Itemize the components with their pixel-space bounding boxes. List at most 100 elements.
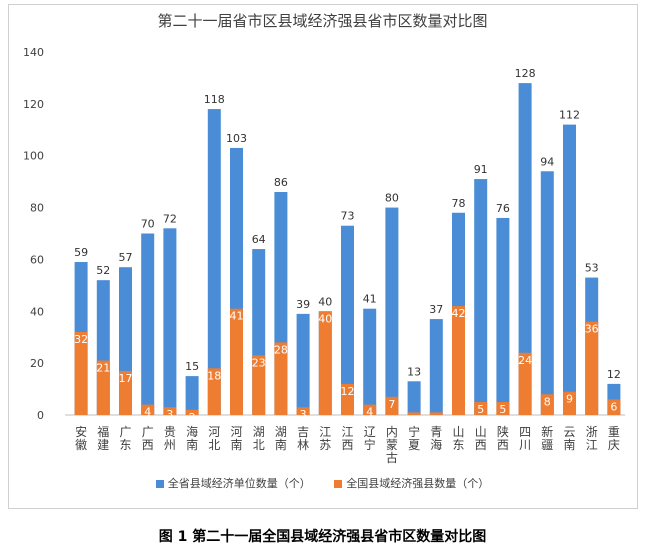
bar-strong <box>274 342 288 415</box>
bar-strong <box>407 412 421 415</box>
x-tick-label: 川 <box>519 438 531 452</box>
x-tick-label: 庆 <box>608 438 620 452</box>
bar-strong <box>230 308 243 415</box>
bar-strong <box>607 399 621 415</box>
x-tick-label: 河 <box>230 425 242 439</box>
x-tick-label: 东 <box>452 438 464 452</box>
legend-label-strong: 全国县域经济强县数量（个） <box>346 477 490 490</box>
data-label-strong: 40 <box>318 312 332 325</box>
data-label-total: 13 <box>407 365 421 378</box>
data-label-strong: 6 <box>610 400 617 413</box>
x-tick-label: 夏 <box>408 438 420 452</box>
bar-strong <box>74 332 88 415</box>
bar-strong <box>563 391 576 415</box>
legend-swatch-strong <box>334 480 343 488</box>
x-tick-label: 江 <box>341 425 353 439</box>
data-label-strong: 5 <box>477 403 484 416</box>
data-label-strong: 42 <box>452 307 466 320</box>
bar-total <box>518 83 532 415</box>
data-label-total: 118 <box>204 93 225 106</box>
x-tick-label: 山 <box>452 425 464 439</box>
bar-strong <box>474 402 488 415</box>
x-tick-label: 吉 <box>297 425 309 439</box>
x-tick-label: 宁 <box>408 424 420 439</box>
bar-total <box>474 179 488 415</box>
x-tick-label: 南 <box>186 437 198 452</box>
bar-strong <box>252 355 266 415</box>
x-tick-label: 海 <box>186 424 198 439</box>
y-tick-label: 40 <box>30 305 44 318</box>
data-label-strong: 4 <box>366 406 373 419</box>
data-label-strong: 18 <box>207 369 221 382</box>
data-label-strong: 1 <box>433 413 440 426</box>
bar-strong <box>318 311 332 415</box>
data-label-total: 80 <box>385 192 399 205</box>
bar-total <box>207 109 221 416</box>
x-tick-label: 古 <box>386 450 398 465</box>
x-tick-label: 宁 <box>364 437 376 452</box>
data-label-total: 59 <box>74 246 88 259</box>
bar-strong <box>185 409 199 415</box>
data-label-total: 128 <box>515 67 536 80</box>
x-tick-label: 江 <box>586 438 598 452</box>
x-tick-label: 新 <box>541 424 553 439</box>
bar-strong <box>496 402 510 415</box>
x-tick-label: 林 <box>297 438 309 452</box>
x-tick-label: 浙 <box>586 425 598 439</box>
x-tick-label: 江 <box>319 425 331 439</box>
x-tick-label: 西 <box>142 438 154 452</box>
data-label-total: 78 <box>452 197 466 210</box>
data-label-total: 94 <box>540 155 554 168</box>
legend-item-total: 全省县域经济单位数量（个） <box>155 475 311 491</box>
data-label-strong: 3 <box>166 408 173 421</box>
figure-caption: 图 1 第二十一届全国县域经济强县省市区数量对比图 <box>158 529 487 545</box>
data-label-strong: 28 <box>274 343 288 356</box>
x-tick-label: 陕 <box>497 424 509 439</box>
data-label-total: 86 <box>274 176 288 189</box>
x-tick-label: 苏 <box>319 438 331 452</box>
bar-strong <box>296 407 310 415</box>
x-tick-label: 四 <box>519 425 531 439</box>
x-tick-label: 贵 <box>164 425 176 439</box>
bar-strong <box>207 368 221 415</box>
data-label-total: 57 <box>119 251 133 264</box>
bar-strong <box>96 360 110 415</box>
bar-total <box>363 308 377 415</box>
data-label-total: 15 <box>185 360 199 373</box>
x-tick-label: 湖 <box>253 424 265 439</box>
bar-total <box>296 313 310 415</box>
data-label-strong: 2 <box>189 411 196 424</box>
x-tick-label: 海 <box>430 437 442 452</box>
x-tick-label: 西 <box>475 438 487 452</box>
data-label-total: 53 <box>585 262 599 275</box>
legend-label-total: 全省县域经济单位数量（个） <box>167 477 311 490</box>
bar-total <box>341 225 354 415</box>
x-tick-label: 重 <box>608 425 620 439</box>
bar-total <box>385 207 399 415</box>
data-label-strong: 3 <box>300 408 307 421</box>
data-label-strong: 23 <box>252 356 266 369</box>
x-tick-label: 北 <box>253 438 265 452</box>
data-label-strong: 4 <box>144 406 151 419</box>
legend-swatch-total <box>155 480 164 488</box>
bar-strong <box>385 396 399 415</box>
bar-strong <box>363 404 377 415</box>
data-label-total: 70 <box>141 218 155 231</box>
y-tick-label: 60 <box>30 253 44 266</box>
bar-strong <box>119 370 132 415</box>
data-label-total: 64 <box>252 233 266 246</box>
bar-strong <box>341 383 354 415</box>
x-tick-label: 安 <box>75 424 87 439</box>
data-label-total: 76 <box>496 202 510 215</box>
bar-total <box>563 124 576 415</box>
legend: 全省县域经济单位数量（个） 全国县域经济强县数量（个） <box>0 475 645 491</box>
data-label-strong: 1 <box>411 413 418 426</box>
y-tick-label: 100 <box>23 150 44 163</box>
x-tick-label: 疆 <box>541 438 553 452</box>
x-tick-label: 南 <box>275 437 287 452</box>
data-label-total: 41 <box>363 293 377 306</box>
x-tick-label: 福 <box>97 424 109 439</box>
x-tick-label: 西 <box>341 438 353 452</box>
x-tick-label: 河 <box>208 425 220 439</box>
chart-frame <box>8 4 638 509</box>
